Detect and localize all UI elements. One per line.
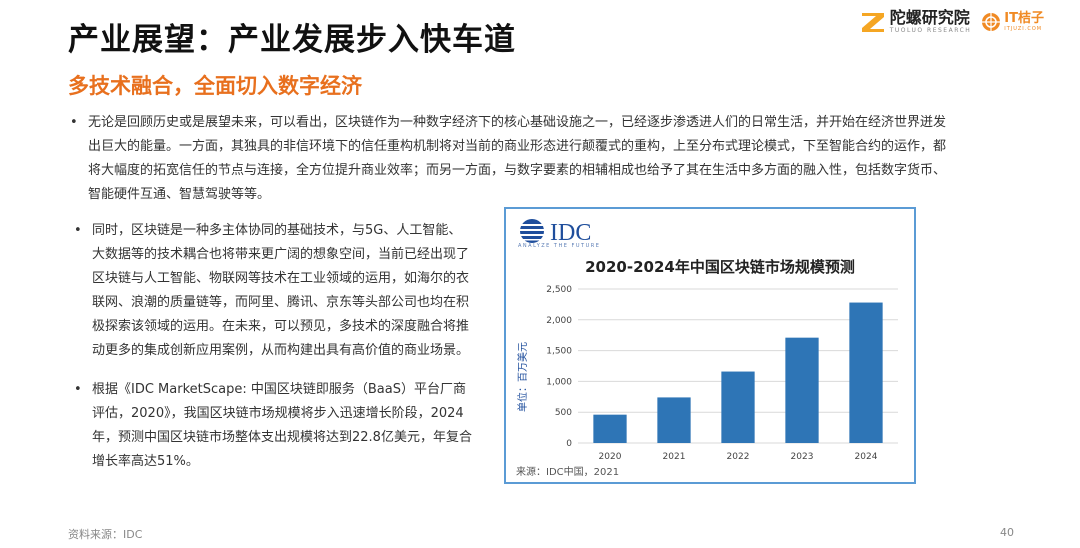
tuoluo-logo-en: TUOLUO RESEARCH — [889, 27, 972, 34]
itjuzi-logo-en: ITJUZI.COM — [1004, 26, 1043, 32]
y-tick-label: 2,000 — [546, 316, 572, 326]
bullet-text: 根据《IDC MarketScape: 中国区块链即服务（BaaS）平台厂商评估… — [92, 382, 472, 469]
x-tick-label: 2023 — [791, 452, 814, 462]
y-tick-label: 1,500 — [546, 347, 572, 357]
bullet-symbol: • — [70, 115, 78, 130]
chart-ylabel: 单位：百万美元 — [516, 342, 529, 412]
page-title: 产业展望：产业发展步入快车道 — [68, 22, 516, 58]
x-tick-label: 2020 — [599, 452, 622, 462]
orange-icon — [982, 13, 1001, 31]
bar-2020 — [593, 414, 627, 443]
idc-logo: IDC — [520, 219, 591, 245]
bullet-paragraph-1: • 无论是回顾历史或是展望未来，可以看出，区块链作为一种数字经济下的核心基础设施… — [70, 111, 950, 207]
idc-tagline: ANALYZE THE FUTURE — [518, 243, 601, 249]
tuoluo-logo-cn: 陀螺研究院 — [889, 8, 970, 27]
bullet-symbol: • — [74, 223, 82, 238]
idc-globe-icon — [520, 219, 544, 243]
bar-2024 — [849, 302, 883, 443]
x-tick-label: 2024 — [855, 452, 878, 462]
page-number: 40 — [1000, 526, 1014, 539]
chart-panel: IDC ANALYZE THE FUTURE 2020-2024年中国区块链市场… — [504, 207, 916, 484]
bar-2022 — [721, 371, 755, 443]
x-tick-label: 2022 — [727, 452, 750, 462]
footer-source: 资料来源：IDC — [68, 528, 143, 541]
y-tick-label: 500 — [555, 408, 572, 418]
section-subtitle: 多技术融合，全面切入数字经济 — [68, 74, 362, 98]
bullet-text: 无论是回顾历史或是展望未来，可以看出，区块链作为一种数字经济下的核心基础设施之一… — [88, 115, 947, 202]
y-tick-label: 0 — [566, 439, 572, 449]
bullet-paragraph-3: • 根据《IDC MarketScape: 中国区块链即服务（BaaS）平台厂商… — [74, 378, 477, 474]
bullet-symbol: • — [74, 382, 82, 397]
header-logos: 陀螺研究院 TUOLUO RESEARCH IT桔子 ITJUZI.COM — [860, 10, 1044, 34]
itjuzi-logo: IT桔子 ITJUZI.COM — [981, 12, 1044, 32]
bar-2023 — [785, 337, 819, 443]
y-tick-label: 1,000 — [546, 377, 572, 387]
bar-2021 — [657, 397, 691, 443]
chart-title: 2020-2024年中国区块链市场规模预测 — [585, 258, 855, 276]
idc-logo-text: IDC — [550, 220, 591, 245]
chart-source: 来源：IDC中国，2021 — [516, 465, 619, 478]
bar-chart: 2020-2024年中国区块链市场规模预测 单位：百万美元 0 500 1,000 1… — [516, 258, 898, 478]
tuoluo-logo: 陀螺研究院 TUOLUO RESEARCH — [860, 10, 972, 34]
bullet-text: 同时，区块链是一种多主体协同的基础技术，与5G、人工智能、大数据等的技术耦合也将… — [92, 223, 470, 358]
x-tick-label: 2021 — [663, 452, 686, 462]
y-tick-label: 2,500 — [546, 285, 572, 295]
tuoluo-z-icon — [861, 13, 884, 32]
itjuzi-logo-cn: IT桔子 — [1004, 11, 1044, 26]
bullet-paragraph-2: • 同时，区块链是一种多主体协同的基础技术，与5G、人工智能、大数据等的技术耦合… — [74, 219, 472, 363]
